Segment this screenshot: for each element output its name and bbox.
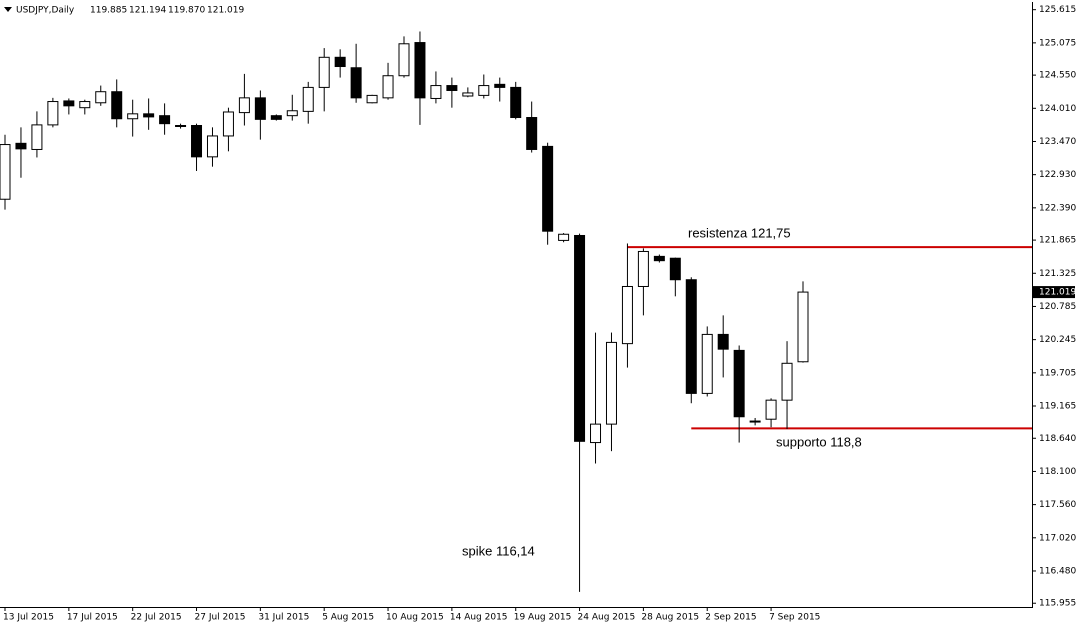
candle-body — [382, 75, 394, 99]
candle-body — [526, 117, 538, 150]
candle-body — [510, 86, 522, 119]
candle-body — [79, 101, 91, 109]
y-tick-label: 118.640 — [1039, 434, 1076, 444]
candle-body — [222, 111, 234, 137]
header-value: 119.885 — [90, 6, 127, 16]
x-tick-label: 5 Aug 2015 — [322, 613, 374, 623]
header-value: 121.194 — [129, 6, 166, 16]
candle-body — [111, 91, 123, 120]
candle-body — [206, 135, 218, 158]
candle-body — [127, 113, 139, 120]
annotation: spike 116,14 — [462, 543, 535, 558]
header-value: 119.870 — [168, 6, 205, 16]
candle-body — [270, 115, 282, 120]
y-tick-label: 122.390 — [1039, 203, 1076, 213]
candle-body — [590, 423, 602, 444]
y-tick-label: 117.020 — [1039, 533, 1076, 543]
candle-body — [302, 86, 314, 112]
y-tick-label: 115.955 — [1039, 599, 1076, 609]
x-tick-label: 10 Aug 2015 — [386, 613, 444, 623]
candle-body — [494, 83, 506, 88]
candle-body — [238, 97, 250, 114]
y-tick-label: 124.550 — [1039, 71, 1076, 81]
candle-body — [621, 285, 633, 345]
candle-body — [558, 233, 570, 241]
y-tick-label: 122.930 — [1039, 170, 1076, 180]
candle-body — [47, 101, 59, 126]
y-tick-label: 121.865 — [1039, 236, 1076, 246]
candle-body — [637, 250, 649, 287]
candle-body — [717, 333, 729, 350]
candle-body — [542, 145, 554, 232]
candle-body — [797, 291, 809, 363]
x-tick-label: 17 Jul 2015 — [67, 613, 118, 623]
x-tick-label: 19 Aug 2015 — [514, 613, 572, 623]
level-label: supporto 118,8 — [776, 434, 862, 449]
y-tick-label: 119.705 — [1039, 368, 1076, 378]
candle-body — [143, 113, 155, 118]
candle-body — [398, 43, 410, 77]
candle-body — [781, 362, 793, 401]
candle-body — [430, 85, 442, 99]
candle-body — [254, 97, 266, 120]
last-price-label: 121.019 — [1039, 288, 1076, 298]
x-tick-label: 14 Aug 2015 — [450, 613, 508, 623]
candle-body — [414, 42, 426, 99]
y-tick-label: 118.100 — [1039, 467, 1076, 477]
candle-body — [31, 124, 43, 150]
y-tick-label: 123.470 — [1039, 137, 1076, 147]
candle-body — [685, 279, 697, 394]
x-tick-label: 13 Jul 2015 — [3, 613, 54, 623]
candle-body — [462, 92, 474, 97]
candle-body — [286, 110, 298, 117]
y-tick-label: 117.560 — [1039, 500, 1076, 510]
candle-body — [175, 125, 187, 128]
x-tick-label: 24 Aug 2015 — [578, 613, 636, 623]
candle-body — [95, 91, 107, 104]
y-tick-label: 119.165 — [1039, 401, 1076, 411]
x-tick-label: 31 Jul 2015 — [258, 613, 309, 623]
y-tick-label: 120.785 — [1039, 302, 1076, 312]
candle-body — [701, 333, 713, 394]
candle-body — [669, 257, 681, 281]
candle-body — [334, 56, 346, 68]
y-tick-label: 121.325 — [1039, 269, 1076, 279]
candle-body — [478, 85, 490, 96]
y-tick-label: 124.010 — [1039, 104, 1076, 114]
candle-body — [0, 144, 11, 200]
x-tick-label: 2 Sep 2015 — [705, 613, 756, 623]
last-price-box — [1033, 286, 1075, 299]
y-tick-label: 116.480 — [1039, 566, 1076, 576]
x-tick-label: 7 Sep 2015 — [769, 613, 820, 623]
candle-body — [15, 142, 27, 150]
candle-body — [605, 341, 617, 425]
candle-body — [733, 349, 745, 418]
candle-body — [446, 85, 458, 91]
x-tick-label: 28 Aug 2015 — [641, 613, 699, 623]
x-tick-label: 27 Jul 2015 — [195, 613, 246, 623]
header-value: 121.019 — [207, 6, 244, 16]
chart-title: USDJPY,Daily — [16, 6, 75, 16]
candle-body — [749, 420, 761, 423]
candle-body — [765, 399, 777, 420]
candle-body — [318, 56, 330, 88]
candle-body — [350, 67, 362, 99]
y-tick-label: 125.075 — [1039, 38, 1076, 48]
x-tick-label: 22 Jul 2015 — [131, 613, 182, 623]
level-label: resistenza 121,75 — [688, 225, 791, 240]
candle-body — [574, 234, 586, 442]
candle-body — [63, 100, 75, 107]
y-tick-label: 125.615 — [1039, 5, 1076, 15]
candle-body — [191, 125, 203, 158]
candle-body — [366, 94, 378, 104]
candle-body — [653, 255, 665, 262]
menu-arrow[interactable] — [4, 7, 12, 12]
y-tick-label: 120.245 — [1039, 335, 1076, 345]
candle-body — [159, 115, 171, 125]
